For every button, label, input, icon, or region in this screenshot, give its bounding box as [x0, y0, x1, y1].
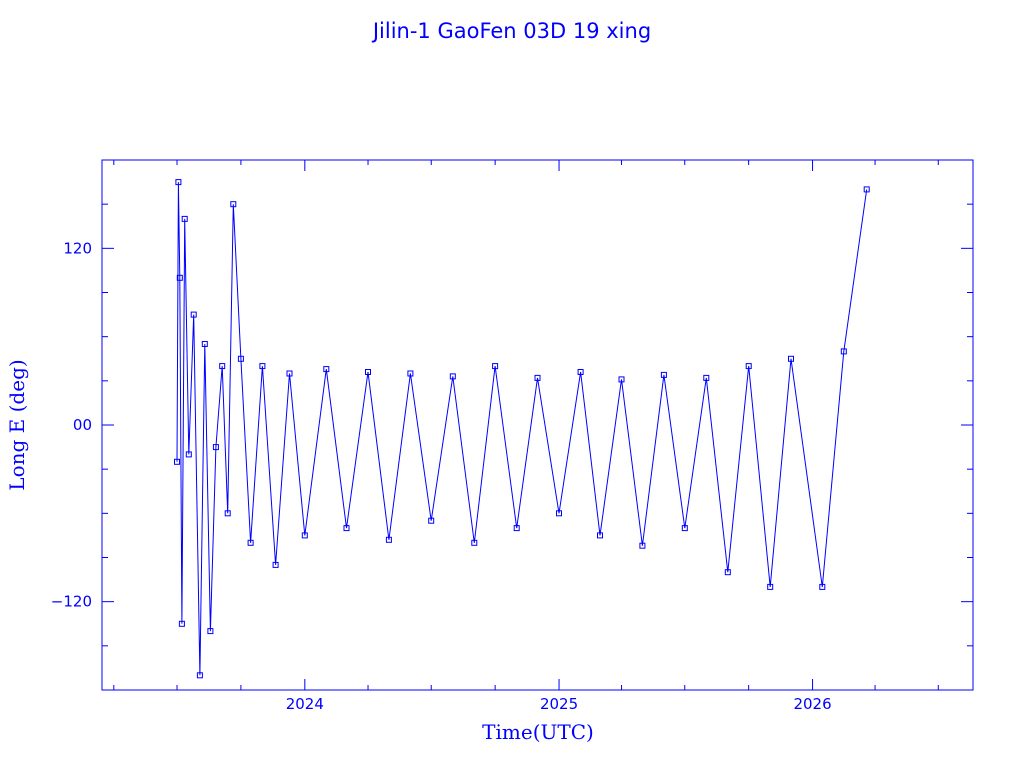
data-point	[471, 539, 478, 546]
data-point	[597, 532, 603, 539]
y-tick-label: 00	[73, 416, 92, 434]
data-point	[201, 341, 208, 347]
data-point	[513, 525, 520, 532]
data-point	[185, 451, 192, 458]
data-point	[639, 542, 646, 549]
x-axis-label: Time(UTC)	[482, 720, 594, 744]
axis-tick-labels: 2024 2025 2026 120 00 −120	[51, 239, 832, 713]
y-tick-label: −120	[51, 593, 92, 611]
data-point	[745, 363, 752, 370]
data-point	[788, 355, 794, 362]
data-point	[577, 369, 584, 375]
data-point	[174, 458, 180, 465]
data-point	[224, 510, 231, 517]
data-point	[272, 561, 279, 568]
data-point	[323, 366, 330, 373]
data-point	[385, 536, 392, 543]
x-tick-label: 2024	[286, 695, 324, 713]
chart-title: Jilin-1 GaoFen 03D 19 xing	[371, 19, 651, 43]
data-point	[230, 201, 237, 208]
x-tick-label: 2025	[540, 695, 578, 713]
data-point	[207, 628, 214, 635]
y-tick-label: 120	[63, 239, 92, 257]
data-point	[681, 525, 688, 532]
series-markers	[174, 179, 870, 679]
data-point	[365, 369, 371, 375]
data-point	[407, 370, 414, 377]
data-point	[428, 517, 435, 524]
data-point	[175, 179, 182, 186]
data-point	[863, 186, 870, 193]
data-point	[219, 363, 226, 370]
data-point	[556, 510, 562, 517]
data-point	[190, 311, 197, 318]
data-point	[840, 348, 847, 355]
data-point	[247, 539, 254, 546]
series-line	[176, 182, 868, 676]
data-point	[301, 532, 308, 539]
data-point	[259, 363, 266, 370]
data-point	[724, 569, 731, 576]
data-point	[703, 374, 710, 381]
data-point	[660, 371, 667, 378]
data-point	[819, 583, 826, 590]
x-tick-label: 2026	[793, 695, 831, 713]
data-point	[178, 620, 185, 627]
axis-ticks	[102, 160, 973, 690]
data-point	[237, 355, 244, 362]
data-point	[176, 274, 183, 281]
data-point	[492, 363, 499, 370]
data-point	[181, 215, 188, 222]
data-point	[196, 672, 203, 679]
data-point	[343, 525, 350, 532]
data-point	[449, 373, 456, 380]
data-point	[286, 370, 293, 377]
data-point	[767, 583, 774, 590]
data-point	[212, 444, 219, 451]
series-lines	[176, 182, 868, 676]
data-point	[534, 374, 541, 381]
y-axis-label: Long E (deg)	[5, 359, 29, 490]
data-point	[618, 376, 625, 383]
